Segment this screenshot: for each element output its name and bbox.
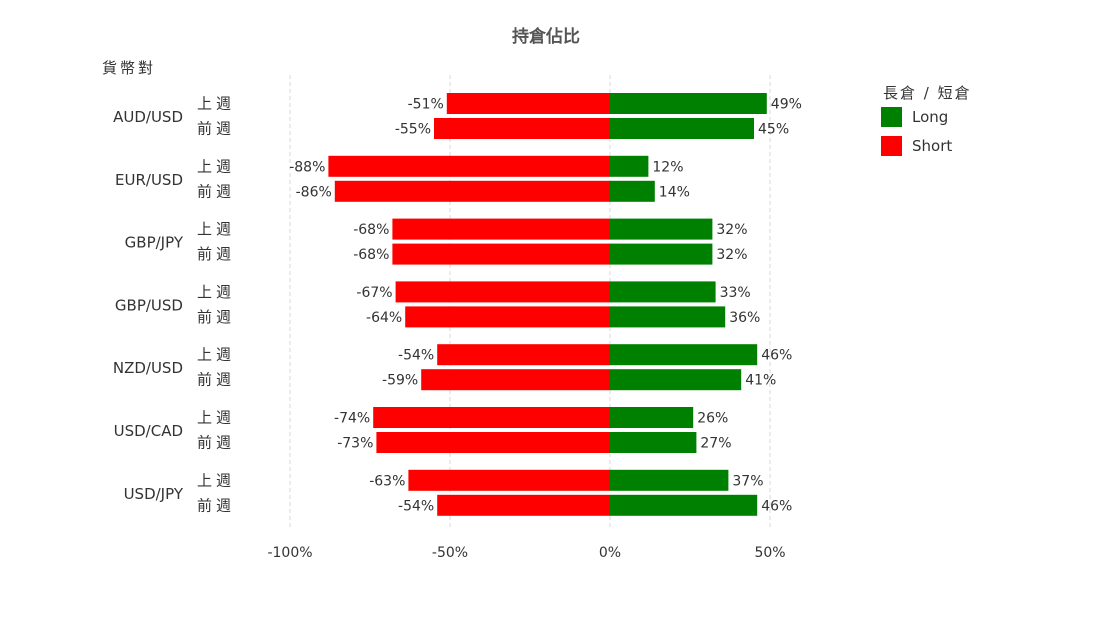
pair-label: USD/CAD bbox=[114, 422, 183, 440]
long-value-label: 33% bbox=[720, 285, 751, 301]
short-value-label: -51% bbox=[408, 97, 444, 113]
period-label: 前週 bbox=[197, 308, 235, 326]
legend-label: Short bbox=[912, 137, 952, 155]
short-value-label: -59% bbox=[382, 373, 418, 389]
period-label: 上週 bbox=[197, 283, 235, 301]
period-label: 前週 bbox=[197, 245, 235, 263]
long-value-label: 46% bbox=[761, 498, 792, 514]
period-label: 上週 bbox=[197, 95, 235, 113]
long-value-label: 26% bbox=[697, 411, 728, 427]
period-label: 前週 bbox=[197, 120, 235, 138]
long-value-label: 32% bbox=[716, 222, 747, 238]
short-bar bbox=[434, 118, 610, 139]
legend-title: 長倉 / 短倉 bbox=[883, 84, 972, 102]
long-value-label: 32% bbox=[716, 247, 747, 263]
short-value-label: -73% bbox=[337, 436, 373, 452]
short-bar bbox=[408, 469, 610, 491]
long-bar bbox=[610, 180, 655, 202]
long-value-label: 41% bbox=[745, 373, 776, 389]
long-bar bbox=[610, 118, 754, 139]
pair-label: GBP/USD bbox=[115, 296, 183, 314]
legend-label: Long bbox=[912, 108, 948, 126]
period-label: 上週 bbox=[197, 220, 235, 238]
legend-swatch bbox=[881, 107, 902, 127]
legend[interactable]: 長倉 / 短倉 Long Short bbox=[881, 84, 972, 156]
period-label: 上週 bbox=[197, 157, 235, 175]
short-value-label: -64% bbox=[366, 310, 402, 326]
period-label: 上週 bbox=[197, 471, 235, 489]
long-bar bbox=[610, 155, 649, 177]
long-bar bbox=[610, 243, 713, 265]
short-value-label: -88% bbox=[289, 159, 325, 175]
long-value-label: 12% bbox=[652, 159, 683, 175]
period-label: 前週 bbox=[197, 371, 235, 389]
short-bar bbox=[395, 281, 610, 303]
long-bar bbox=[610, 494, 758, 516]
short-value-label: -54% bbox=[398, 348, 434, 364]
long-bar bbox=[610, 369, 742, 391]
long-value-label: 37% bbox=[732, 473, 763, 489]
long-bar bbox=[610, 93, 767, 114]
short-bar bbox=[437, 494, 610, 516]
period-label: 前週 bbox=[197, 434, 235, 452]
y-axis-title: 貨幣對 bbox=[102, 59, 156, 77]
pair-label: NZD/USD bbox=[113, 359, 183, 377]
long-bar bbox=[610, 469, 729, 491]
short-value-label: -55% bbox=[395, 122, 431, 138]
long-value-label: 49% bbox=[771, 97, 802, 113]
x-tick-label: 50% bbox=[754, 545, 785, 561]
grid-lines bbox=[289, 75, 771, 530]
x-tick-label: 0% bbox=[599, 545, 621, 561]
short-bar bbox=[376, 432, 610, 453]
long-bar bbox=[610, 306, 726, 328]
short-value-label: -68% bbox=[353, 222, 389, 238]
x-tick-label: -100% bbox=[267, 545, 312, 561]
long-bar bbox=[610, 281, 716, 303]
short-bar bbox=[437, 344, 610, 366]
chart-title: 持倉佔比 bbox=[512, 26, 580, 47]
x-tick-label: -50% bbox=[432, 545, 468, 561]
short-bar bbox=[373, 407, 610, 428]
long-bar bbox=[610, 432, 697, 453]
short-bar bbox=[328, 155, 610, 177]
short-value-label: -54% bbox=[398, 498, 434, 514]
short-value-label: -86% bbox=[296, 184, 332, 200]
short-value-label: -68% bbox=[353, 247, 389, 263]
pair-label: USD/JPY bbox=[124, 485, 184, 503]
period-label: 前週 bbox=[197, 496, 235, 514]
short-value-label: -67% bbox=[356, 285, 392, 301]
short-value-label: -63% bbox=[369, 473, 405, 489]
short-bar bbox=[405, 306, 610, 328]
short-value-label: -74% bbox=[334, 411, 370, 427]
bars: -51% 49% -55% 45% -88% 12% -86% 14% -68% 32% -68% 3… bbox=[289, 93, 802, 516]
long-value-label: 46% bbox=[761, 348, 792, 364]
long-bar bbox=[610, 407, 694, 428]
long-bar bbox=[610, 344, 758, 366]
period-label: 上週 bbox=[197, 409, 235, 427]
x-axis-ticks: -100% -50% 0% 50% bbox=[267, 545, 785, 561]
long-value-label: 27% bbox=[700, 436, 731, 452]
legend-swatch bbox=[881, 136, 902, 156]
pair-label: GBP/JPY bbox=[125, 234, 184, 252]
short-bar bbox=[392, 243, 610, 265]
short-bar bbox=[421, 369, 610, 391]
long-value-label: 45% bbox=[758, 122, 789, 138]
long-value-label: 36% bbox=[729, 310, 760, 326]
period-label: 前週 bbox=[197, 182, 235, 200]
pair-label: EUR/USD bbox=[115, 171, 183, 189]
long-value-label: 14% bbox=[659, 184, 690, 200]
short-bar bbox=[446, 93, 610, 114]
category-labels: AUD/USD上週前週EUR/USD上週前週GBP/JPY上週前週GBP/USD… bbox=[113, 95, 235, 515]
short-bar bbox=[334, 180, 610, 202]
short-bar bbox=[392, 218, 610, 240]
period-label: 上週 bbox=[197, 346, 235, 364]
long-bar bbox=[610, 218, 713, 240]
pair-label: AUD/USD bbox=[113, 108, 183, 126]
